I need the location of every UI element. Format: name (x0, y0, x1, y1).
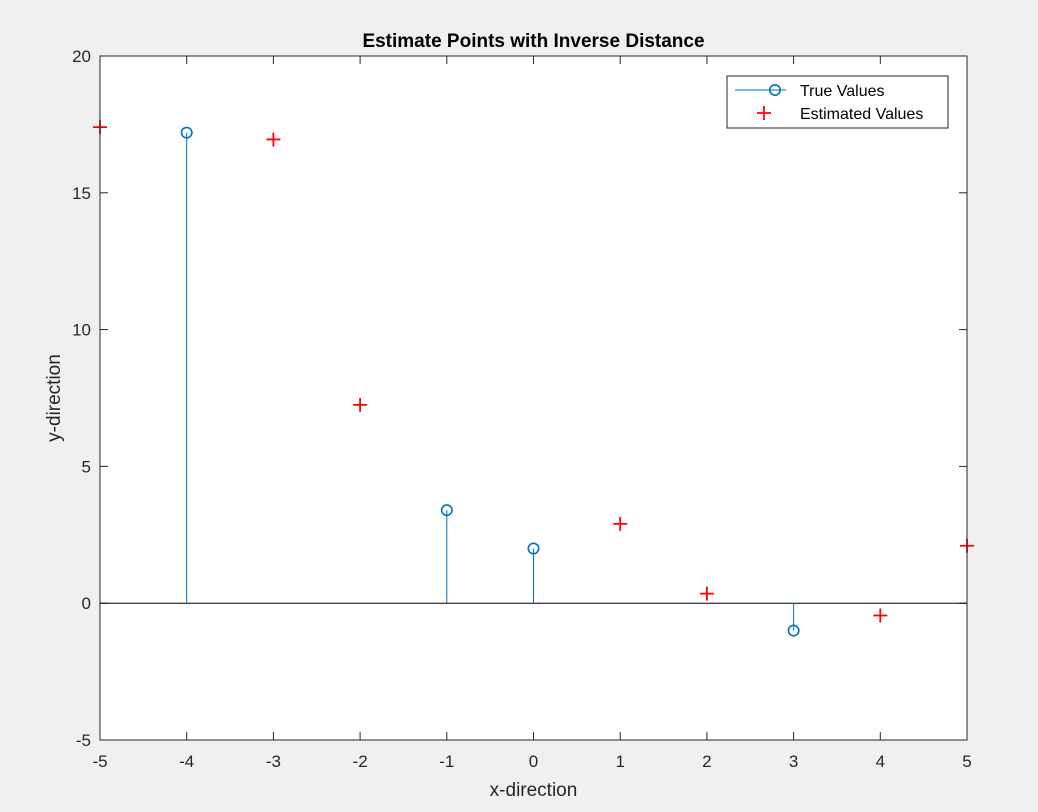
y-tick-label: -5 (76, 731, 91, 750)
y-tick-label: 15 (72, 184, 91, 203)
x-tick-label: 4 (876, 752, 885, 771)
estimated-value-marker (699, 586, 714, 601)
y-tick-label: 10 (72, 321, 91, 340)
x-tick-group: -5 -4 -3 -2 -1 0 1 2 3 4 5 (92, 56, 972, 771)
x-axis-label: x-direction (490, 780, 578, 801)
axes-box (99, 55, 968, 741)
estimated-value-marker (613, 516, 628, 531)
legend: True Values Estimated Values (726, 75, 949, 129)
x-tick-label: 5 (962, 752, 971, 771)
x-tick-label: -1 (439, 752, 454, 771)
x-tick-label: -5 (92, 752, 107, 771)
true-value-marker (787, 624, 800, 637)
true-value-marker (440, 504, 453, 517)
chart-title: Estimate Points with Inverse Distance (362, 31, 704, 52)
axes-background (100, 56, 967, 740)
estimated-value-marker (873, 608, 888, 623)
estimated-value-marker (353, 397, 368, 412)
y-axis-label: y-direction (44, 354, 65, 442)
x-tick-label: -4 (179, 752, 194, 771)
x-tick-label: -3 (266, 752, 281, 771)
y-tick-label: 20 (72, 47, 91, 66)
x-tick-label: 1 (615, 752, 624, 771)
x-tick-label: 3 (789, 752, 798, 771)
legend-estimated-label: Estimated Values (800, 106, 923, 123)
legend-true-marker (768, 84, 781, 97)
x-tick-label: -2 (353, 752, 368, 771)
true-value-marker (180, 126, 193, 139)
legend-estimated-marker (757, 106, 771, 120)
estimated-value-marker (266, 132, 281, 147)
legend-true-label: True Values (800, 83, 884, 100)
y-tick-label: 0 (82, 594, 91, 613)
true-value-marker (527, 542, 540, 555)
y-tick-label: 5 (82, 457, 91, 476)
x-tick-label: 2 (702, 752, 711, 771)
x-tick-label: 0 (529, 752, 538, 771)
true-values-markers (180, 126, 800, 637)
